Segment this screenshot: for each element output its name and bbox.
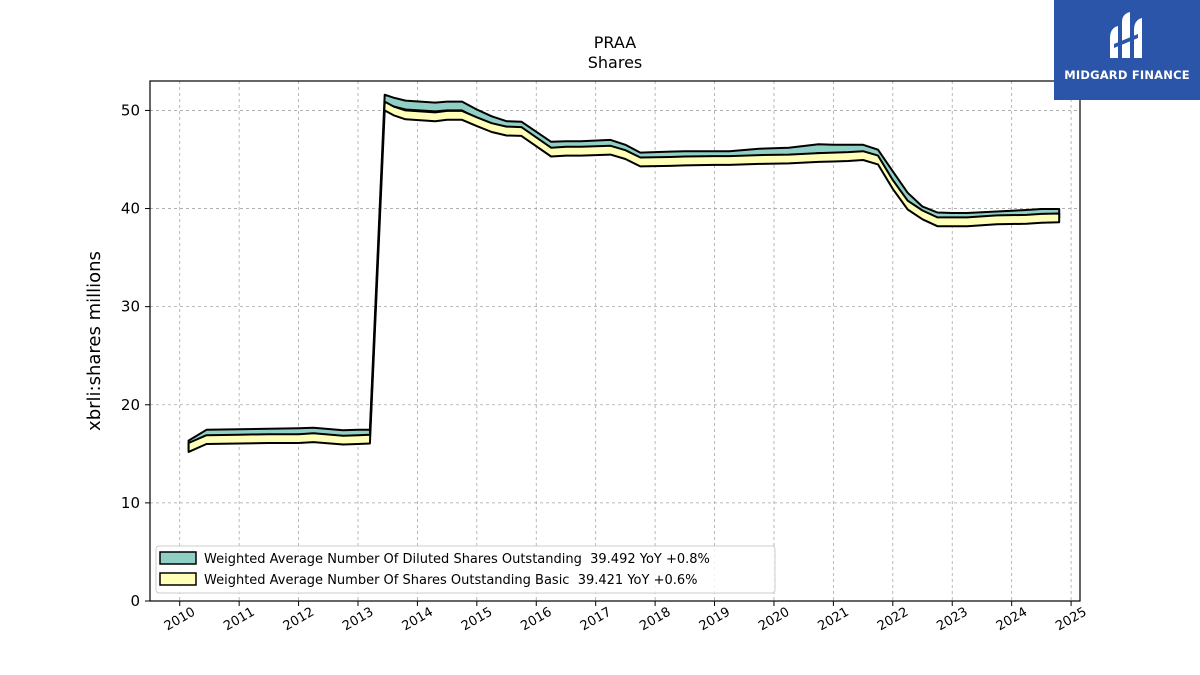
series-areas — [187, 93, 1061, 453]
y-tick-label: 0 — [130, 592, 140, 610]
legend-box — [155, 545, 776, 594]
chart-title: PRAA — [594, 33, 637, 52]
x-tick-label: 2017 — [578, 605, 614, 635]
brand-name: MIDGARD FINANCE — [1064, 68, 1190, 82]
x-tick-label: 2024 — [994, 605, 1030, 635]
legend-swatch-diluted — [159, 551, 197, 565]
y-tick-label: 20 — [121, 396, 140, 414]
x-tick-label: 2015 — [459, 605, 495, 635]
y-tick-label: 10 — [121, 494, 140, 512]
x-tick-label: 2022 — [875, 605, 911, 635]
x-tick-label: 2010 — [162, 605, 198, 635]
series-area-diluted — [187, 93, 1061, 451]
grid — [150, 81, 1080, 601]
x-tick-label: 2025 — [1053, 605, 1089, 635]
x-tick-label: 2012 — [281, 605, 317, 635]
x-tick-label: 2016 — [518, 605, 554, 635]
legend: Weighted Average Number Of Diluted Share… — [155, 545, 776, 594]
x-tick-label: 2014 — [400, 605, 436, 635]
x-tick-label: 2023 — [934, 605, 970, 635]
y-tick-label: 50 — [121, 101, 140, 119]
legend-label-diluted: Weighted Average Number Of Diluted Share… — [204, 552, 710, 567]
y-tick-label: 30 — [121, 298, 140, 316]
chart-subtitle: Shares — [588, 53, 643, 72]
x-tick-label: 2019 — [697, 605, 733, 635]
brand-logo: MIDGARD FINANCE — [1054, 0, 1200, 100]
plot-frame — [149, 80, 1081, 602]
brand-logo-mark-icon — [1110, 12, 1142, 58]
legend-label-basic: Weighted Average Number Of Shares Outsta… — [204, 573, 698, 588]
y-tick-label: 40 — [121, 200, 140, 218]
x-tick-label: 2011 — [221, 605, 257, 635]
x-tick-label: 2020 — [756, 605, 792, 635]
x-tick-label: 2013 — [340, 605, 376, 635]
series-area-basic — [187, 100, 1061, 453]
legend-swatch-basic — [159, 572, 197, 586]
x-tick-label: 2018 — [637, 605, 673, 635]
x-tick-label: 2021 — [816, 605, 852, 635]
y-axis-label: xbrli:shares millions — [84, 251, 105, 431]
